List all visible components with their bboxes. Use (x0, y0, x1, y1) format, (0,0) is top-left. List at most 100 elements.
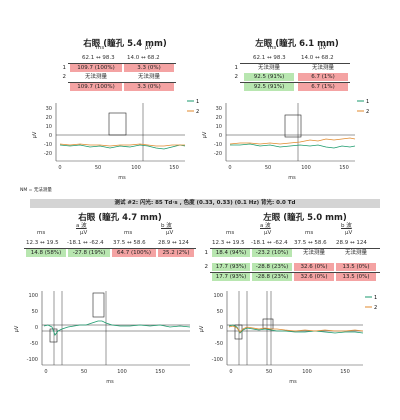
bl-unit: ms (37, 230, 46, 236)
bottom-right-erg-plot: 100 50 0 -50 -100 µV 0 50 100 150 ms 1 2 (199, 291, 377, 385)
legend-label: 2 (366, 109, 369, 115)
x-axis-label: ms (289, 379, 297, 385)
x-tick-label: 50 (81, 369, 87, 375)
bl-unit: µV (166, 230, 174, 236)
x-tick-label: 50 (95, 165, 101, 171)
x-tick-label: 100 (117, 369, 127, 375)
bl-unit: µV (80, 230, 88, 236)
tl-cell: 3.3 (0%) (124, 83, 174, 91)
tr-cell: 无法测量 (257, 65, 280, 71)
tr-row-label: 1 (234, 65, 239, 71)
tr-header-uv: µV (319, 45, 327, 51)
bottom-left-erg-plot: 100 50 0 -50 -100 µV 0 50 100 150 ms (14, 291, 191, 385)
br-cell: 17.7 (93%) (212, 273, 250, 281)
y-tick-label: 30 (46, 106, 52, 112)
br-range: 28.9 ↔ 124 (336, 240, 367, 246)
bl-rule (24, 248, 196, 249)
legend-label: 2 (196, 109, 199, 115)
br-cell: 32.6 (0%) (294, 273, 334, 281)
x-tick-label: 0 (228, 165, 231, 171)
br-cell: 17.7 (93%) (212, 263, 250, 271)
tr-range-ms: 62.1 ↔ 98.3 (253, 55, 286, 61)
tr-range-uv: 14.0 ↔ 68.2 (301, 55, 334, 61)
y-tick-label: 20 (216, 115, 222, 121)
y-tick-label: 50 (217, 309, 223, 315)
bl-cell: 14.8 (58%) (26, 249, 66, 257)
tl-range-uv: 14.0 ↔ 68.2 (127, 55, 160, 61)
br-cell: 无法测量 (344, 250, 367, 256)
y-axis-label: µV (32, 131, 38, 138)
x-tick-label: 100 (131, 165, 141, 171)
bl-group-a: a 波 (76, 223, 87, 229)
y-tick-label: 0 (220, 325, 223, 331)
br-range: -18.1 ↔ -62.4 (251, 240, 288, 246)
br-group-b: b 波 (341, 223, 352, 229)
left-eye-title-bottom: 左眼 (瞳孔 5.0 mm) (263, 213, 347, 223)
br-unit: µV (345, 230, 353, 236)
y-tick-label: 10 (216, 124, 222, 130)
legend-label: 2 (374, 305, 377, 311)
br-row-label: 2 (204, 264, 209, 270)
x-tick-label: 50 (266, 369, 272, 375)
y-tick-label: -50 (30, 341, 38, 347)
y-tick-label: -50 (215, 341, 223, 347)
x-tick-label: 150 (340, 369, 350, 375)
test-info-banner: 测试 #2: 闪光: 85 Td·s , 色度 (0.33, 0.33) (0.… (30, 199, 380, 208)
x-axis-label: ms (106, 379, 114, 385)
tl-rule (68, 63, 176, 64)
bl-cell: 64.7 (100%) (112, 249, 156, 257)
x-axis-label: ms (118, 175, 126, 181)
y-tick-label: 10 (46, 124, 52, 130)
bl-range: 12.3 ↔ 19.5 (26, 240, 59, 246)
x-tick-label: 150 (169, 165, 179, 171)
x-tick-label: 0 (44, 369, 47, 375)
tl-cell: 无法测量 (137, 74, 160, 80)
br-row-label: 1 (204, 250, 209, 256)
br-cell: 13.5 (0%) (336, 273, 376, 281)
tl-row-label: 2 (62, 74, 67, 80)
br-cell: -28.8 (23%) (252, 273, 292, 281)
y-tick-label: 100 (28, 293, 38, 299)
y-tick-label: 20 (46, 115, 52, 121)
tr-cell: 无法测量 (311, 65, 334, 71)
x-tick-label: 50 (265, 165, 271, 171)
left-eye-title-top: 左眼 (瞳孔 6.1 mm) (255, 39, 339, 49)
tr-rule (240, 63, 350, 64)
tl-rule (68, 82, 176, 83)
tl-cell: 无法测量 (84, 74, 107, 80)
legend-label: 1 (366, 99, 369, 105)
br-unit: ms (226, 230, 235, 236)
bl-unit: ms (124, 230, 133, 236)
bl-group-b: b 波 (161, 223, 172, 229)
x-tick-label: 150 (339, 165, 349, 171)
tl-cell: 3.3 (0%) (124, 64, 174, 72)
y-tick-label: 0 (49, 133, 52, 139)
tl-range-ms: 62.1 ↔ 98.3 (82, 55, 115, 61)
x-tick-label: 0 (229, 369, 232, 375)
y-axis-label: µV (199, 325, 205, 332)
tr-row-label: 2 (234, 74, 239, 80)
br-unit: ms (305, 230, 314, 236)
right-eye-title-top: 右眼 (瞳孔 5.4 mm) (83, 39, 167, 49)
br-unit: µV (264, 230, 272, 236)
right-eye-title-bottom: 右眼 (瞳孔 4.7 mm) (78, 213, 162, 223)
br-cell: 32.6 (0%) (294, 263, 334, 271)
tr-rule (240, 82, 350, 83)
tl-cell: 109.7 (100%) (70, 83, 122, 91)
bl-range: 28.9 ↔ 124 (158, 240, 189, 246)
br-cell: 无法测量 (302, 250, 325, 256)
br-range: 37.5 ↔ 58.6 (294, 240, 327, 246)
tr-cell: 6.7 (1%) (298, 73, 348, 81)
y-tick-label: -100 (212, 357, 223, 363)
bl-cell: 25.2 (2%) (158, 249, 194, 257)
br-cell: -23.2 (10%) (252, 249, 292, 257)
tr-cell: 92.5 (91%) (244, 73, 294, 81)
legend-label: 1 (196, 99, 199, 105)
x-axis-label: ms (288, 175, 296, 181)
br-cell: 13.5 (0%) (336, 263, 376, 271)
legend-label: 1 (374, 295, 377, 301)
br-group-a: a 波 (260, 223, 271, 229)
tr-cell: 92.5 (91%) (244, 83, 294, 91)
x-tick-label: 150 (155, 369, 165, 375)
tl-cell: 109.7 (100%) (70, 64, 122, 72)
